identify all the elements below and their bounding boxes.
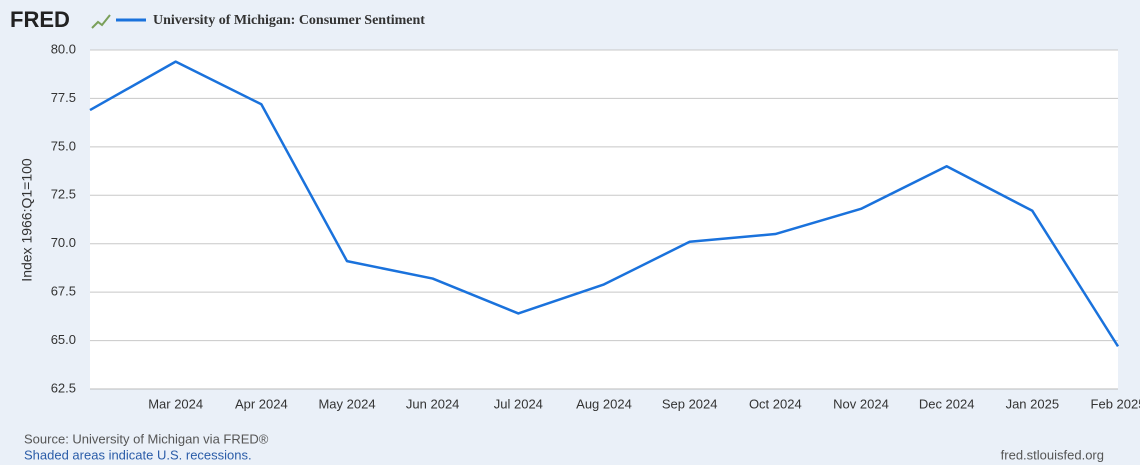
x-tick-label: Mar 2024: [148, 396, 203, 411]
x-tick-label: Apr 2024: [235, 396, 288, 411]
logo-icon: [91, 14, 111, 29]
x-tick-label: Dec 2024: [919, 396, 975, 411]
y-tick-label: 62.5: [51, 380, 76, 395]
y-tick-label: 75.0: [51, 138, 76, 153]
x-tick-label: Jan 2025: [1006, 396, 1060, 411]
logo: FRED: [10, 7, 70, 32]
plot-area: [90, 50, 1118, 389]
x-tick-label: Feb 2025: [1091, 396, 1140, 411]
y-tick-label: 80.0: [51, 41, 76, 56]
x-tick-label: May 2024: [318, 396, 375, 411]
x-tick-label: Jul 2024: [494, 396, 543, 411]
x-tick-label: Nov 2024: [833, 396, 889, 411]
x-tick-label: Sep 2024: [662, 396, 718, 411]
note[interactable]: Shaded areas indicate U.S. recessions.: [24, 447, 252, 462]
x-tick-label: Jun 2024: [406, 396, 460, 411]
y-axis-label: Index 1966:Q1=100: [19, 158, 35, 282]
series-line: [89, 60, 1120, 348]
x-tick-label: Oct 2024: [749, 396, 802, 411]
x-tick-label: Aug 2024: [576, 396, 632, 411]
y-tick-label: 67.5: [51, 284, 76, 299]
credit: fred.stlouisfed.org: [1001, 447, 1104, 462]
y-tick-label: 72.5: [51, 187, 76, 202]
y-tick-label: 70.0: [51, 235, 76, 250]
legend-label: University of Michigan: Consumer Sentime…: [153, 13, 425, 28]
y-tick-label: 65.0: [51, 332, 76, 347]
y-tick-label: 77.5: [51, 90, 76, 105]
source: Source: University of Michigan via FRED®: [24, 431, 269, 446]
